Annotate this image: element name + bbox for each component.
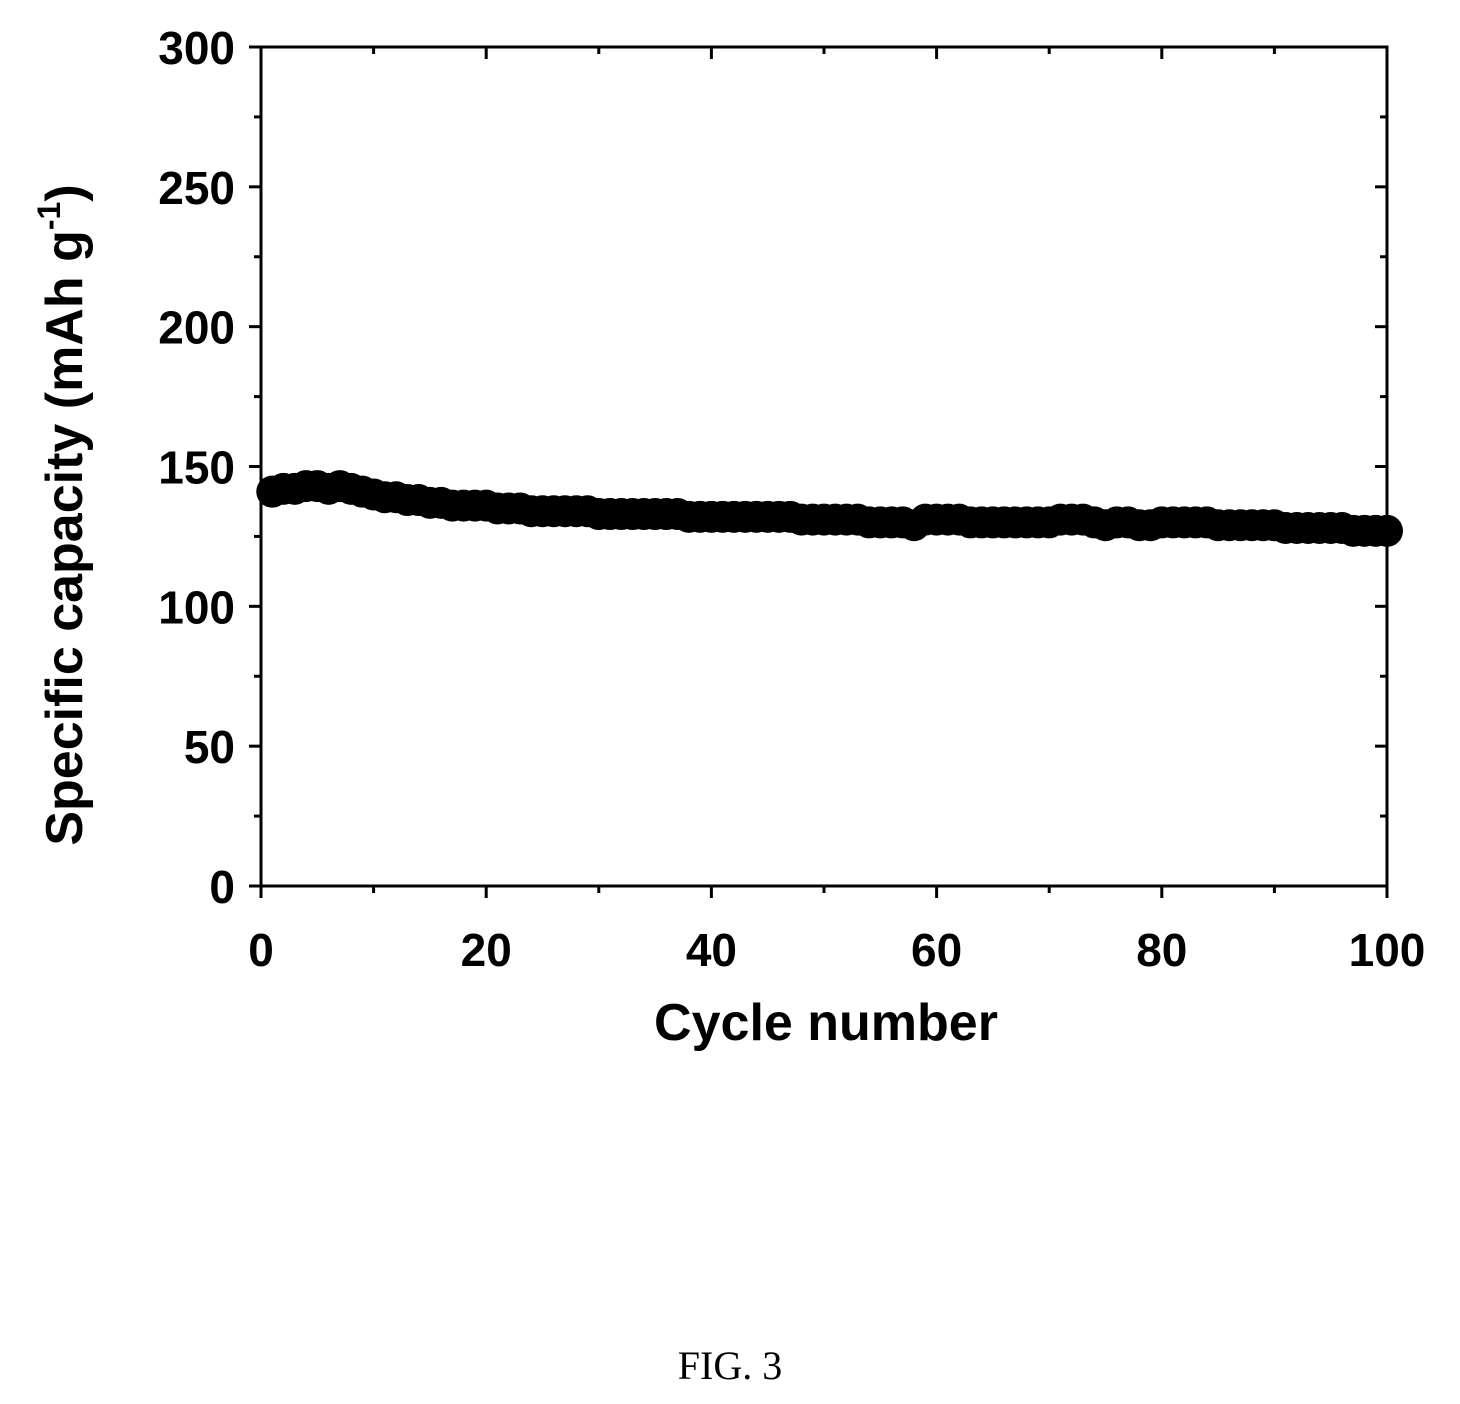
plot-frame (259, 45, 1389, 888)
y-tick-label: 300 (158, 22, 235, 74)
x-tick-label: 0 (248, 924, 274, 976)
y-tick-label: 250 (158, 162, 235, 214)
y-tick-label: 100 (158, 581, 235, 633)
y-tick-label: 150 (158, 442, 235, 494)
figure-caption: FIG. 3 (677, 1343, 783, 1388)
axis-ticks (249, 45, 1389, 898)
y-tick-label: 50 (184, 721, 235, 773)
y-tick-label: 200 (158, 302, 235, 354)
x-axis-title: Cycle number (654, 994, 998, 1052)
x-tick-label: 40 (686, 924, 737, 976)
x-tick-label: 20 (461, 924, 512, 976)
x-tick-label: 80 (1136, 924, 1187, 976)
y-axis-title-close: ) (36, 184, 94, 201)
x-tick-label: 100 (1349, 924, 1426, 976)
y-tick-label: 0 (209, 861, 235, 913)
x-tick-label: 60 (911, 924, 962, 976)
data-points (256, 470, 1403, 547)
y-axis-title: Specific capacity (mAh g-1) (31, 184, 94, 845)
tick-labels: 0 20 40 60 80 100 0 50 100 150 200 250 300 (158, 22, 1425, 976)
y-axis-title-superscript: -1 (31, 202, 67, 230)
y-axis-title-main: Specific capacity (mAh g (36, 230, 94, 846)
